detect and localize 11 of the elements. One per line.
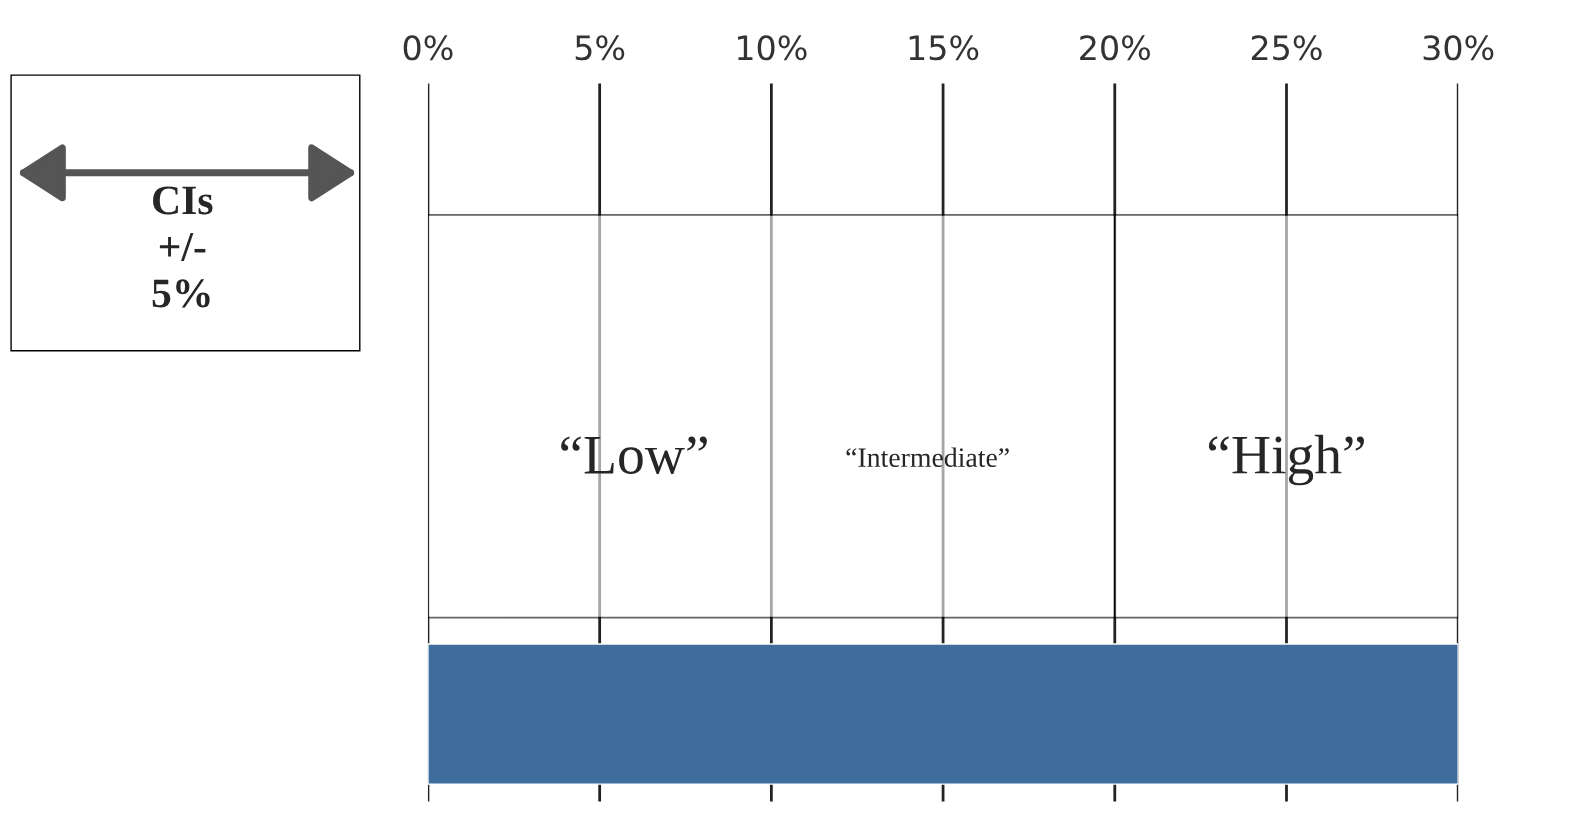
band-label: “Low” <box>561 436 707 474</box>
x-tick-label: 10% <box>737 35 807 61</box>
x-tick-label: 20% <box>1080 35 1150 61</box>
x-tick-label: 25% <box>1251 35 1322 61</box>
x-tick-label: 30% <box>1423 35 1494 61</box>
x-tick-label: 5% <box>575 35 625 61</box>
annotation: “Intermediate” <box>846 447 1009 468</box>
band-label: “High” <box>1208 434 1365 486</box>
text: CIs +/- 5% <box>152 186 213 308</box>
x-tick-label: 15% <box>909 35 979 61</box>
x-tick-label: 0% <box>403 35 453 61</box>
